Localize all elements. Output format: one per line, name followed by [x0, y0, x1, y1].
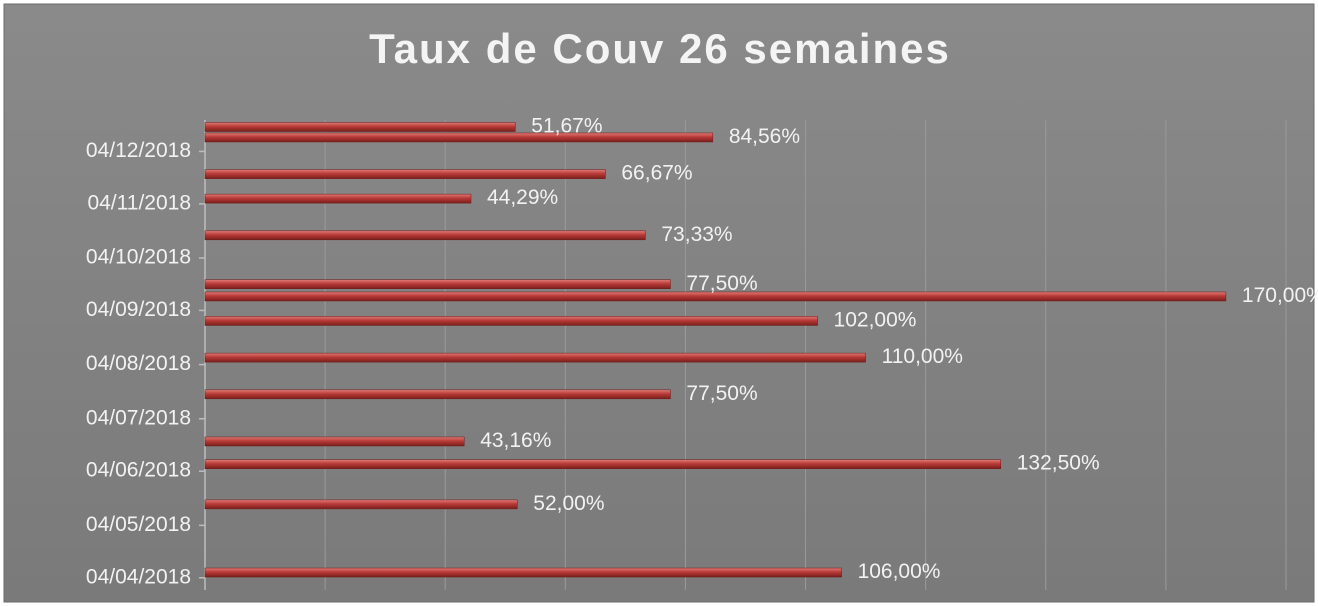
y-tick-label: 04/12/2018 [86, 139, 191, 162]
data-label: 102,00% [834, 308, 917, 331]
data-label: 77,50% [686, 272, 757, 295]
data-label: 51,67% [531, 115, 602, 138]
data-label: 66,67% [621, 162, 692, 185]
y-tick-label: 04/07/2018 [86, 406, 191, 429]
data-label: 132,50% [1017, 452, 1100, 475]
bar [204, 436, 465, 447]
data-label: 43,16% [480, 429, 551, 452]
data-label: 73,33% [661, 223, 732, 246]
bar [204, 389, 671, 400]
data-label: 44,29% [487, 186, 558, 209]
bar [204, 122, 516, 132]
data-label: 110,00% [882, 345, 963, 368]
bar [204, 230, 646, 241]
bar [204, 316, 818, 326]
bar [204, 193, 472, 204]
y-tick-label: 04/05/2018 [86, 513, 191, 536]
y-tick-label: 04/11/2018 [87, 191, 191, 214]
data-label: 106,00% [858, 560, 941, 583]
bar [204, 132, 714, 143]
chart-background [3, 3, 1315, 603]
bar [204, 291, 1227, 302]
y-tick-label: 04/06/2018 [86, 459, 191, 482]
y-tick-label: 04/09/2018 [86, 298, 191, 321]
data-label: 77,50% [686, 382, 757, 405]
y-tick-label: 04/04/2018 [86, 565, 191, 588]
bar [204, 169, 606, 179]
data-label: 52,00% [533, 492, 604, 515]
data-label: 170,00% [1242, 284, 1318, 307]
data-label: 84,56% [729, 125, 800, 148]
bar [204, 352, 866, 363]
y-tick-label: 04/08/2018 [86, 352, 191, 375]
y-tick-label: 04/10/2018 [86, 246, 191, 269]
chart-title: Taux de Couv 26 semaines [369, 25, 951, 72]
bar [204, 567, 842, 578]
bar [204, 279, 671, 289]
bar [204, 459, 1001, 469]
bar [204, 499, 518, 510]
